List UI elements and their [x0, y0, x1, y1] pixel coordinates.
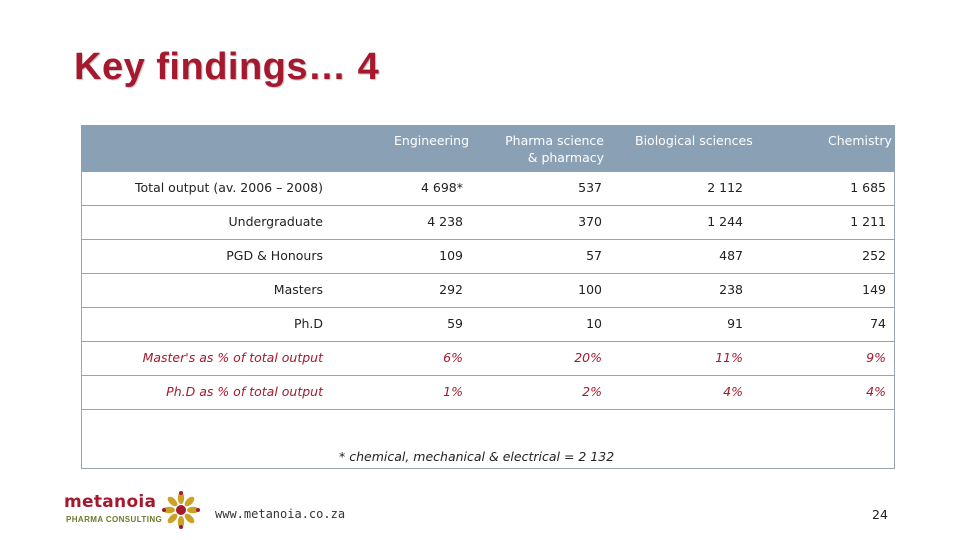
table-row: Ph.D as % of total output 1% 2% 4% 4% [81, 376, 894, 410]
cell-biological: 1 244 [707, 214, 743, 229]
logo-flower-icon [162, 491, 200, 529]
row-label: Ph.D [293, 316, 323, 331]
table-row: Undergraduate 4 238 370 1 244 1 211 [81, 206, 894, 240]
website-url: www.metanoia.co.za [215, 507, 346, 521]
column-header-pharma: Pharma science & pharmacy [505, 133, 604, 165]
table-row: Masters 292 100 238 149 [81, 274, 894, 308]
row-label: Master's as % of total output [142, 350, 323, 365]
cell-chemistry: 252 [862, 248, 886, 263]
cell-engineering: 59 [447, 316, 463, 331]
row-divider [81, 375, 894, 376]
cell-chemistry: 9% [866, 350, 886, 365]
row-label: Total output (av. 2006 – 2008) [135, 180, 323, 195]
column-header-biological: Biological sciences [635, 133, 753, 148]
cell-pharma: 370 [578, 214, 602, 229]
logo-subtitle: PHARMA CONSULTING [66, 515, 163, 524]
page-number: 24 [872, 507, 888, 522]
cell-chemistry: 1 685 [850, 180, 886, 195]
cell-pharma: 537 [578, 180, 602, 195]
cell-pharma: 100 [578, 282, 602, 297]
row-divider [81, 341, 894, 342]
column-header-chemistry: Chemistry [828, 133, 892, 148]
row-label: PGD & Honours [226, 248, 323, 263]
cell-biological: 91 [727, 316, 743, 331]
cell-engineering: 6% [443, 350, 463, 365]
row-divider [81, 239, 894, 240]
table-header [81, 125, 895, 172]
cell-biological: 487 [719, 248, 743, 263]
cell-pharma: 10 [586, 316, 602, 331]
cell-pharma: 2% [582, 384, 602, 399]
table-row: Master's as % of total output 6% 20% 11%… [81, 342, 894, 376]
cell-chemistry: 1 211 [850, 214, 886, 229]
cell-engineering: 4 698* [420, 180, 463, 195]
row-divider [81, 307, 894, 308]
row-label: Undergraduate [228, 214, 323, 229]
cell-pharma: 20% [574, 350, 602, 365]
company-logo: metanoia PHARMA CONSULTING [64, 491, 204, 532]
row-label: Ph.D as % of total output [166, 384, 323, 399]
cell-engineering: 1% [443, 384, 463, 399]
cell-chemistry: 74 [870, 316, 886, 331]
cell-engineering: 109 [439, 248, 463, 263]
cell-engineering: 4 238 [427, 214, 463, 229]
cell-biological: 238 [719, 282, 743, 297]
cell-engineering: 292 [439, 282, 463, 297]
table-frame [81, 125, 895, 469]
table-row: PGD & Honours 109 57 487 252 [81, 240, 894, 274]
row-divider [81, 273, 894, 274]
logo-wordmark: metanoia [64, 492, 157, 512]
table-row: Total output (av. 2006 – 2008) 4 698* 53… [81, 172, 894, 206]
cell-biological: 4% [723, 384, 743, 399]
cell-biological: 2 112 [707, 180, 743, 195]
cell-biological: 11% [715, 350, 743, 365]
column-header-engineering: Engineering [394, 133, 469, 148]
row-label: Masters [273, 282, 323, 297]
cell-chemistry: 149 [862, 282, 886, 297]
row-divider [81, 205, 894, 206]
slide-title: Key findings… 4 [74, 46, 380, 88]
row-divider [81, 409, 894, 410]
cell-pharma: 57 [586, 248, 602, 263]
table-row: Ph.D 59 10 91 74 [81, 308, 894, 342]
table-footnote: * chemical, mechanical & electrical = 2 … [339, 449, 615, 464]
cell-chemistry: 4% [866, 384, 886, 399]
